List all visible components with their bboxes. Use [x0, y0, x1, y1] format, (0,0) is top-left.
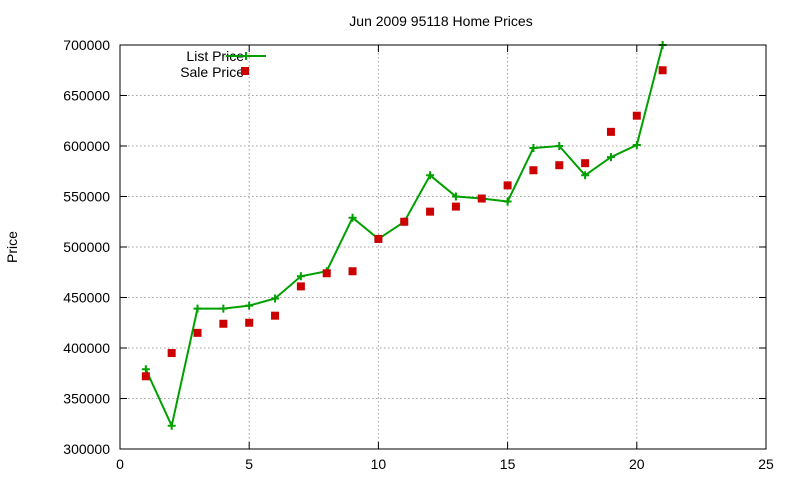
sale-price-point: [322, 269, 331, 278]
list-price-point: [219, 304, 228, 313]
sale-price-point: [606, 127, 615, 136]
sale-price-point: [658, 66, 667, 75]
legend-marker-sale-price: [241, 67, 249, 75]
y-tick-label: 350000: [63, 391, 110, 407]
sale-price-point: [426, 207, 435, 216]
y-axis-label: Price: [4, 231, 20, 263]
list-price-point: [141, 365, 150, 374]
x-tick-label: 10: [371, 456, 387, 472]
sale-price-point: [374, 234, 383, 243]
list-price-point: [271, 294, 280, 303]
sale-price-point: [167, 349, 176, 358]
sale-price-point: [632, 111, 641, 120]
legend-label-list-price: List Price: [186, 48, 244, 64]
list-price-point: [529, 144, 538, 153]
plot-frame: [119, 44, 767, 450]
x-tick-label: 20: [629, 456, 645, 472]
list-price-point: [348, 213, 357, 222]
sale-price-point: [555, 161, 564, 170]
sale-price-point: [296, 282, 305, 291]
list-price-point: [426, 171, 435, 180]
sale-price-point: [219, 319, 228, 328]
y-tick-label: 650000: [63, 88, 110, 104]
list-price-point: [581, 171, 590, 180]
y-tick-label: 300000: [63, 441, 110, 457]
x-tick-label: 25: [758, 456, 774, 472]
x-tick-label: 5: [245, 456, 253, 472]
list-price-point: [193, 304, 202, 313]
y-tick-label: 500000: [63, 239, 110, 255]
list-price-point: [296, 272, 305, 281]
list-price-point: [245, 301, 254, 310]
list-price-line: [144, 44, 664, 429]
list-price-point: [451, 192, 460, 201]
y-tick-label: 600000: [63, 138, 110, 154]
list-price-point: [167, 421, 176, 430]
y-tick-label: 550000: [63, 189, 110, 205]
sale-price-point: [503, 181, 512, 190]
chart-title: Jun 2009 95118 Home Prices: [349, 13, 532, 29]
legend: List Price Sale Price: [180, 48, 266, 80]
list-price-point: [606, 153, 615, 162]
legend-marker-list-price: [242, 52, 250, 60]
y-tick-label: 400000: [63, 340, 110, 356]
sale-price-point: [348, 267, 357, 276]
sale-price-point: [271, 311, 280, 320]
list-price-point: [503, 197, 512, 206]
list-price-point: [555, 142, 564, 150]
sale-price-point: [477, 194, 486, 203]
sale-price-point: [529, 166, 538, 175]
legend-label-sale-price: Sale Price: [180, 64, 244, 80]
sale-price-point: [451, 202, 460, 211]
x-tick-label: 15: [500, 456, 516, 472]
y-tick-label: 450000: [63, 290, 110, 306]
y-tick-label: 700000: [63, 37, 110, 53]
grid-lines: [120, 45, 766, 449]
sale-price-point: [141, 372, 150, 381]
sale-price-point: [400, 217, 409, 226]
axis-ticks: 300000 350000 400000 450000 500000 550000 6000…: [63, 37, 774, 472]
series-layer: [141, 41, 667, 430]
sale-price-point: [581, 159, 590, 168]
sale-price-point: [245, 318, 254, 327]
sale-price-point: [193, 328, 202, 337]
list-price-point: [632, 140, 641, 149]
x-tick-label: 0: [116, 456, 124, 472]
